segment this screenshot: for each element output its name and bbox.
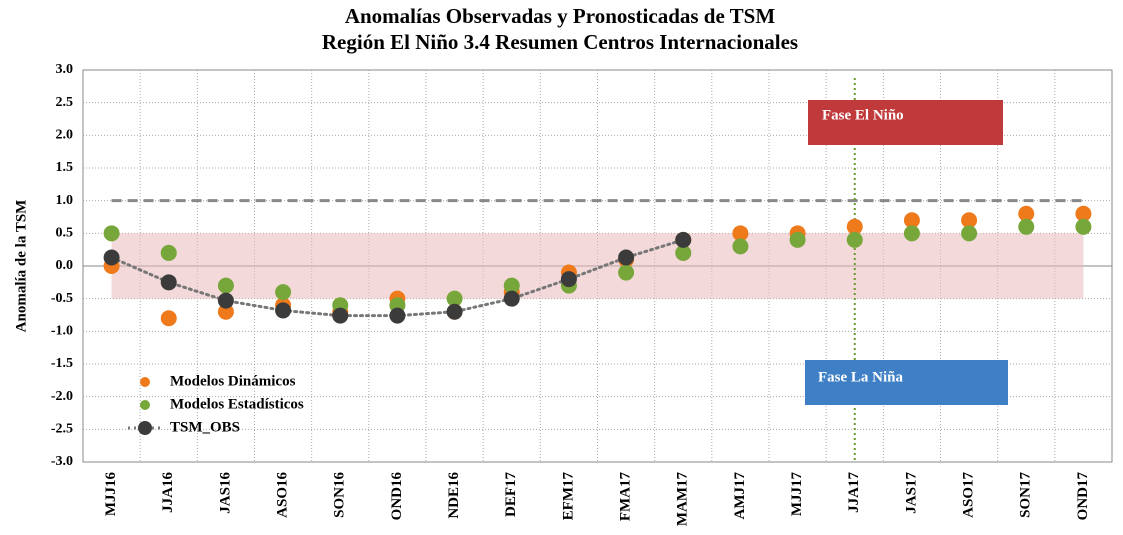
x-tick-label: JJA16: [160, 472, 176, 513]
marker: [160, 274, 177, 291]
legend-marker: [140, 400, 150, 410]
y-tick-label: -2.5: [51, 422, 73, 437]
marker: [1018, 205, 1035, 222]
x-tick-label: MAM17: [675, 472, 691, 527]
marker: [961, 212, 978, 229]
annotation: Fase La Niña: [818, 369, 904, 385]
marker: [1018, 218, 1035, 235]
y-tick-label: -2.0: [51, 389, 73, 404]
y-tick-label: -1.0: [51, 324, 73, 339]
marker: [846, 218, 863, 235]
y-tick-label: -3.0: [51, 454, 73, 469]
marker: [275, 284, 292, 301]
y-axis-label: Anomalía de la TSM: [13, 200, 29, 333]
marker: [560, 271, 577, 288]
neutral-band: [111, 233, 1084, 299]
y-tick-label: 0.5: [56, 226, 74, 241]
marker: [217, 303, 234, 320]
marker: [846, 231, 863, 248]
y-tick-label: 2.5: [56, 95, 74, 110]
marker: [446, 303, 463, 320]
x-tick-label: NDE16: [446, 472, 462, 519]
marker: [732, 225, 749, 242]
x-tick-label: FMA17: [618, 472, 634, 522]
marker: [675, 244, 692, 261]
el-nino-box: [808, 100, 1003, 145]
marker: [217, 292, 234, 309]
marker: [160, 244, 177, 261]
y-tick-label: 0.0: [56, 258, 74, 273]
chart-subtitle: Región El Niño 3.4 Resumen Centros Inter…: [322, 30, 798, 54]
marker: [1075, 205, 1092, 222]
y-tick-label: 3.0: [56, 62, 74, 77]
y-tick-label: 1.0: [56, 193, 74, 208]
marker: [903, 225, 920, 242]
marker: [160, 310, 177, 327]
y-tick-label: 1.5: [56, 160, 74, 175]
marker: [732, 238, 749, 255]
x-tick-label: MJJ16: [103, 472, 119, 517]
plot-border: [82, 69, 1113, 463]
x-tick-label: JJA17: [846, 472, 862, 513]
marker: [332, 307, 349, 324]
marker: [1075, 218, 1092, 235]
x-tick-label: MJJ17: [789, 472, 805, 517]
y-tick-label: -1.5: [51, 356, 73, 371]
marker: [503, 290, 520, 307]
x-tick-label: JAS17: [903, 472, 919, 514]
legend-marker: [138, 421, 152, 435]
x-tick-label: OND16: [389, 472, 405, 521]
x-tick-label: SON17: [1018, 472, 1034, 518]
marker: [103, 225, 120, 242]
legend-label: Modelos Dinámicos: [170, 373, 296, 389]
marker: [961, 225, 978, 242]
legend-marker: [140, 377, 150, 387]
marker: [789, 231, 806, 248]
marker: [446, 290, 463, 307]
marker: [275, 302, 292, 319]
marker: [903, 212, 920, 229]
marker: [618, 264, 635, 281]
marker: [103, 249, 120, 266]
x-tick-label: JAS16: [217, 472, 233, 514]
marker: [618, 249, 635, 266]
legend-label: TSM_OBS: [170, 419, 240, 435]
x-tick-label: ASO16: [275, 472, 291, 518]
x-tick-label: DEF17: [503, 472, 519, 518]
y-tick-label: -0.5: [51, 291, 73, 306]
y-tick-label: 2.0: [56, 128, 74, 143]
x-tick-label: OND17: [1075, 472, 1091, 521]
x-tick-label: SON16: [332, 472, 348, 518]
marker: [217, 277, 234, 294]
marker: [389, 307, 406, 324]
la-nina-box: [805, 360, 1008, 405]
x-tick-label: AMJ17: [732, 472, 748, 520]
legend-label: Modelos Estadísticos: [170, 396, 304, 412]
chart-title: Anomalías Observadas y Pronosticadas de …: [345, 4, 776, 28]
marker: [675, 231, 692, 248]
x-tick-label: ASO17: [961, 472, 977, 518]
x-tick-label: EFM17: [560, 472, 576, 521]
annotation: Fase El Niño: [822, 107, 904, 123]
marker: [503, 277, 520, 294]
